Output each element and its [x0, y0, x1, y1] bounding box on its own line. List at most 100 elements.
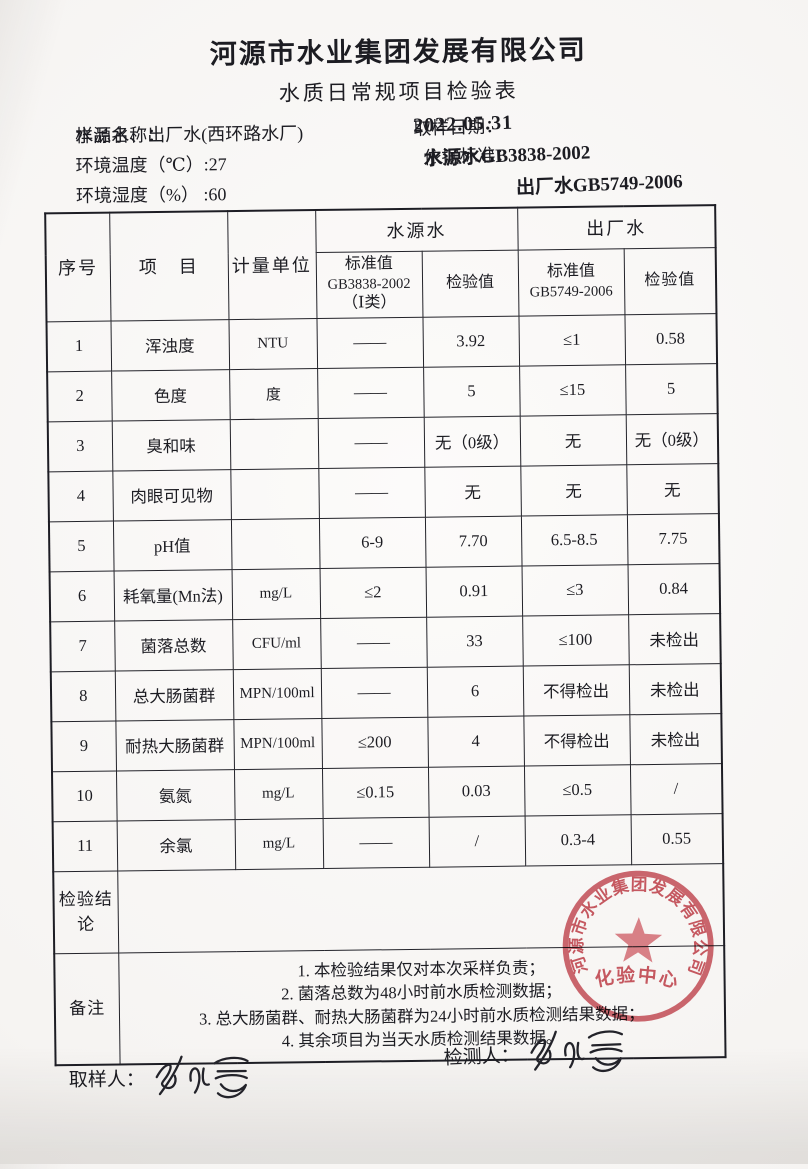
cell-no: 9	[51, 720, 116, 772]
env-temperature: 环境温度（℃）:27	[75, 154, 227, 176]
cell-source-standard: ——	[317, 366, 424, 419]
cell-outlet-result: 0.84	[627, 563, 721, 615]
cell-source-result: 无	[424, 465, 521, 517]
cell-source-standard: 6-9	[318, 516, 426, 569]
tester-signature-block: 检测人：	[442, 1019, 636, 1082]
cell-source-standard: ——	[322, 816, 430, 869]
table-row: 8 总大肠菌群 MPN/100ml —— 6 不得检出 未检出	[50, 663, 722, 722]
cell-source-standard: ≤200	[321, 716, 428, 769]
cell-outlet-standard: ≤15	[519, 364, 626, 416]
tester-signature-scribble	[530, 1030, 624, 1073]
cell-item: 总大肠菌群	[114, 669, 234, 721]
cell-outlet-standard: 0.3-4	[524, 814, 632, 866]
cell-outlet-standard: 无	[520, 464, 627, 516]
table-row: 4 肉眼可见物 —— 无 无 无	[48, 463, 719, 522]
cell-item: 耗氧量(Mn法)	[113, 569, 233, 621]
cell-source-result: 7.70	[424, 515, 522, 567]
cell-item: 菌落总数	[114, 619, 233, 671]
cell-item: 臭和味	[111, 419, 231, 471]
cell-no: 3	[47, 420, 113, 472]
table-row: 10 氨氮 mg/L ≤0.15 0.03 ≤0.5 /	[51, 763, 723, 822]
cell-unit: mg/L	[234, 818, 324, 870]
source-standard-code: GB3838-2002	[327, 275, 411, 293]
cell-unit	[230, 468, 319, 520]
cell-no: 4	[48, 470, 113, 522]
col-header-no: 序号	[45, 212, 111, 322]
cell-item: 浑浊度	[110, 319, 230, 371]
sampler-label: 取样人：	[68, 1069, 145, 1092]
cell-source-standard: ——	[320, 666, 428, 719]
cell-source-standard: ≤2	[319, 566, 427, 619]
cell-source-standard: ≤0.15	[321, 766, 429, 819]
cell-item: 氨氮	[115, 769, 235, 821]
cell-outlet-standard: 6.5-8.5	[520, 514, 628, 566]
cell-item: 肉眼可见物	[112, 469, 231, 521]
table-row: 6 耗氧量(Mn法) mg/L ≤2 0.91 ≤3 0.84	[49, 563, 721, 622]
source-standard-class: （Ⅰ类）	[342, 294, 397, 313]
seal-center-text: 化验中心	[593, 963, 683, 993]
report-title: 水质日常规项目检验表	[278, 78, 519, 106]
cell-source-result: 5	[423, 365, 520, 417]
env-humidity: 环境湿度（%） :60	[75, 184, 227, 206]
cell-source-standard: ——	[316, 316, 424, 369]
table-row: 1 浑浊度 NTU —— 3.92 ≤1 0.58	[46, 313, 718, 372]
cell-no: 7	[50, 620, 115, 672]
cell-outlet-standard: ≤1	[518, 314, 626, 366]
cell-outlet-result: 未检出	[629, 713, 722, 765]
cell-source-standard: ——	[320, 616, 427, 669]
col-header-outlet-result: 检验值	[623, 247, 717, 315]
cell-outlet-result: 无	[626, 463, 719, 515]
cell-unit	[230, 518, 320, 570]
sample-name-value: 水源水、出厂水(西环路水厂)	[75, 123, 304, 146]
sampling-date: 取样日期： 2022.05.31	[413, 112, 514, 139]
cell-no: 10	[51, 770, 117, 822]
sampler-signature-block: 取样人：	[68, 1046, 261, 1104]
cell-item: pH值	[112, 519, 232, 571]
cell-no: 2	[47, 370, 112, 422]
cell-outlet-result: 无（0级）	[625, 413, 719, 465]
cell-source-result: 0.03	[427, 765, 525, 817]
company-seal: 河源市水业集团发展有限公司 化验中心	[562, 870, 714, 1022]
cell-source-result: 4	[427, 715, 524, 767]
cell-item: 耐热大肠菌群	[115, 719, 234, 771]
cell-unit: MPN/100ml	[233, 718, 322, 770]
cell-unit: mg/L	[231, 568, 321, 620]
cell-source-result: 33	[426, 615, 523, 667]
cell-outlet-result: 未检出	[628, 613, 721, 665]
standard-reference: 依据标准： 水源水GB3838-2002	[423, 137, 591, 171]
table-row: 5 pH值 6-9 7.70 6.5-8.5 7.75	[48, 513, 720, 572]
report-meta: 样品名称： 水源水、出厂水(西环路水厂) 取样日期： 2022.05.31 环境温度…	[0, 111, 804, 209]
cell-outlet-result: 7.75	[626, 513, 720, 565]
cell-source-result: 0.91	[425, 565, 523, 617]
cell-unit: mg/L	[233, 768, 323, 820]
outlet-standard-code: GB5749-2006	[529, 283, 613, 301]
svg-text:化验中心: 化验中心	[593, 963, 683, 993]
col-header-item: 项 目	[109, 211, 229, 321]
cell-outlet-standard: ≤3	[521, 564, 629, 616]
cell-outlet-result: 未检出	[628, 663, 722, 715]
cell-unit	[229, 418, 319, 470]
cell-outlet-result: 0.55	[630, 813, 724, 865]
standard-outlet-water: 出厂水GB5749-2006	[515, 171, 684, 199]
company-title: 河源市水业集团发展有限公司	[209, 34, 587, 70]
outlet-standard-line1: 标准值	[546, 263, 596, 281]
cell-outlet-standard: 无	[519, 414, 627, 466]
cell-no: 1	[46, 320, 112, 372]
cell-source-result: 无（0级）	[423, 415, 521, 467]
cell-source-standard: ——	[317, 416, 425, 469]
cell-outlet-result: 5	[625, 363, 718, 415]
cell-outlet-standard: 不得检出	[522, 664, 630, 716]
col-header-unit: 计量单位	[227, 210, 317, 320]
cell-item: 余氯	[116, 819, 236, 871]
cell-outlet-standard: ≤100	[522, 614, 629, 666]
cell-outlet-standard: 不得检出	[523, 714, 630, 766]
cell-source-result: 3.92	[422, 315, 520, 367]
table-row: 3 臭和味 —— 无（0级） 无 无（0级）	[47, 413, 719, 472]
seal-star	[614, 917, 663, 963]
table-row: 9 耐热大肠菌群 MPN/100ml ≤200 4 不得检出 未检出	[51, 713, 722, 772]
cell-unit: CFU/ml	[232, 618, 321, 670]
cell-outlet-result: 0.58	[624, 313, 718, 365]
cell-unit: NTU	[228, 318, 318, 370]
group-header-outlet-water: 出厂水	[517, 205, 716, 250]
